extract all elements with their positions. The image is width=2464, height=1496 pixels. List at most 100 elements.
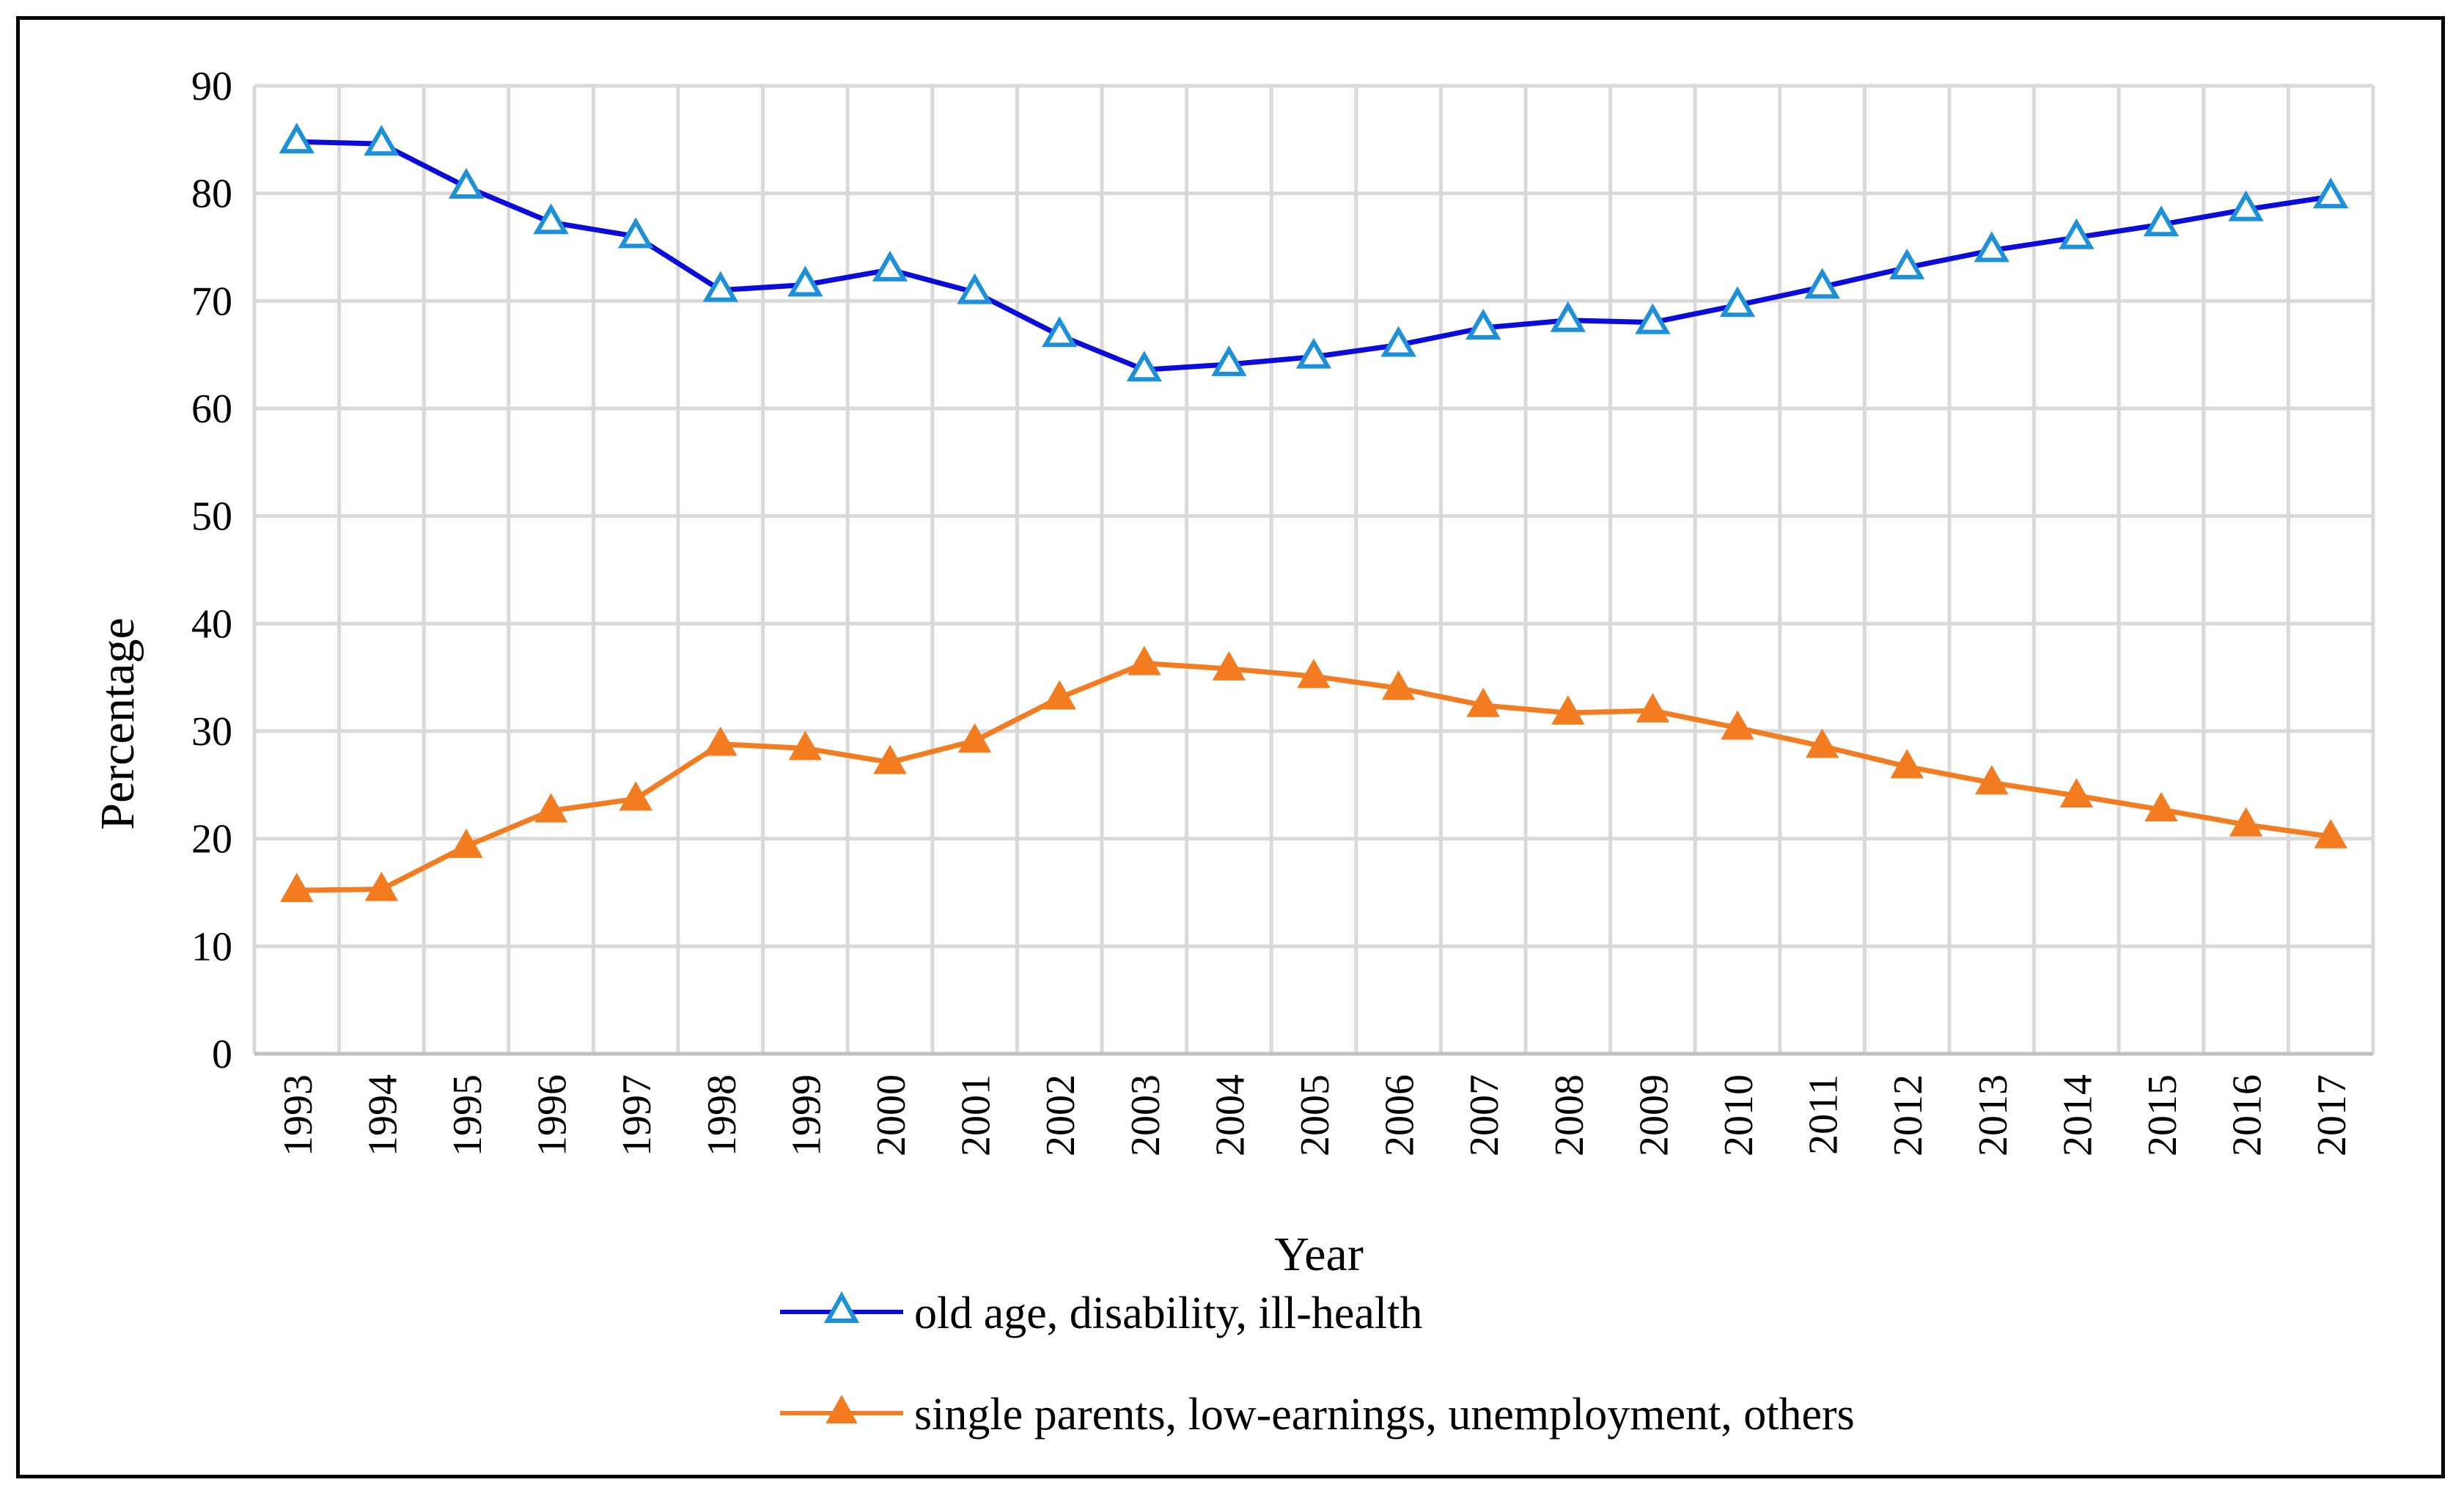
x-tick-label-2007: 2007: [1462, 1074, 1507, 1156]
series-0-point-2014: [2059, 218, 2095, 249]
legend: old age, disability, ill-health single p…: [780, 1288, 1855, 1440]
series-0-point-2001: [957, 273, 993, 304]
series-1-point-2003: [1128, 645, 1161, 675]
x-tick-label-2006: 2006: [1378, 1074, 1423, 1156]
x-tick-label-2016: 2016: [2225, 1074, 2270, 1156]
series-0-point-2002: [1042, 316, 1078, 348]
series-0-point-2008: [1550, 301, 1586, 332]
y-tick-label-80: 80: [191, 172, 232, 217]
x-tick-label-2003: 2003: [1123, 1074, 1169, 1156]
series-0-point-2005: [1295, 337, 1332, 369]
series-0-point-2017: [2313, 177, 2349, 209]
x-tick-label-1998: 1998: [699, 1074, 745, 1156]
x-tick-label-2004: 2004: [1207, 1074, 1253, 1156]
x-tick-label-2002: 2002: [1038, 1074, 1084, 1156]
label-layer: 0 10 20 30 40 50 60 70 80 90 1993 1994 1995 1996 1997 1…: [191, 64, 2355, 1156]
series-0-point-2006: [1380, 326, 1416, 357]
grid-layer: [252, 84, 2375, 1054]
y-tick-label-20: 20: [191, 817, 232, 862]
x-tick-label-1996: 1996: [530, 1074, 575, 1156]
series-1-point-1996: [534, 793, 568, 823]
y-tick-label-10: 10: [191, 924, 232, 969]
series-1-point-2004: [1212, 650, 1246, 681]
line-chart: 0 10 20 30 40 50 60 70 80 90 1993 1994 1995 1996 1997 1…: [91, 64, 2375, 1440]
legend-swatch-marker-single-parents: [825, 1394, 858, 1423]
legend-item-single-parents: single parents, low-earnings, unemployme…: [780, 1390, 1855, 1440]
y-axis-title: Percentage: [91, 617, 144, 830]
series-1-point-2013: [1975, 765, 2009, 795]
series-0-point-1995: [448, 167, 485, 199]
series-0-point-2007: [1465, 308, 1501, 340]
series-0-point-2000: [872, 250, 908, 282]
x-tick-label-2005: 2005: [1292, 1074, 1338, 1156]
series-0-point-2011: [1804, 268, 1840, 299]
series-0-point-2009: [1635, 303, 1671, 334]
series-0-point-2004: [1211, 345, 1247, 376]
series-1-point-2000: [873, 744, 907, 774]
x-axis-title: Year: [1274, 1228, 1364, 1281]
y-tick-label-40: 40: [191, 601, 232, 647]
x-tick-label-2015: 2015: [2140, 1074, 2185, 1156]
series-0-point-2015: [2143, 205, 2180, 237]
series-1-point-2006: [1381, 670, 1416, 700]
x-tick-label-2012: 2012: [1886, 1074, 1931, 1156]
series-1-point-2017: [2314, 818, 2347, 848]
legend-label-old-age: old age, disability, ill-health: [914, 1288, 1422, 1338]
y-tick-label-30: 30: [191, 709, 232, 755]
series-1-point-2008: [1551, 695, 1585, 725]
series-1-point-2015: [2144, 792, 2178, 822]
series-1-point-2009: [1636, 693, 1670, 723]
series-0-point-1996: [533, 203, 569, 235]
series-line-1: [294, 661, 2334, 893]
series-1-point-1997: [619, 781, 652, 811]
series-1-point-2012: [1890, 749, 1924, 779]
legend-label-single-parents: single parents, low-earnings, unemployme…: [914, 1390, 1855, 1440]
series-0-point-2013: [1974, 231, 2009, 263]
series-0-point-2010: [1719, 286, 1756, 318]
series-0-point-1993: [279, 122, 315, 154]
series-0-point-1999: [787, 265, 823, 297]
series-0-point-1994: [364, 125, 400, 156]
series-1-point-2010: [1721, 710, 1754, 740]
y-tick-label-70: 70: [191, 279, 232, 324]
series-1-point-2007: [1466, 687, 1500, 717]
y-tick-label-50: 50: [191, 494, 232, 540]
series-1-point-1994: [364, 871, 399, 901]
y-tick-label-0: 0: [212, 1032, 232, 1077]
x-tick-label-2011: 2011: [1801, 1074, 1847, 1155]
x-tick-label-2010: 2010: [1716, 1074, 1762, 1156]
x-tick-label-2017: 2017: [2309, 1074, 2355, 1156]
series-0-point-2012: [1889, 248, 1925, 279]
series-0-point-2016: [2228, 190, 2264, 221]
x-tick-label-1995: 1995: [445, 1074, 490, 1156]
series-layer: [279, 122, 2349, 903]
series-1-point-2001: [957, 723, 992, 753]
x-tick-label-1993: 1993: [276, 1074, 321, 1156]
series-1-point-2011: [1805, 728, 1839, 758]
x-tick-label-2013: 2013: [1971, 1074, 2016, 1156]
x-tick-label-1997: 1997: [614, 1074, 660, 1156]
series-1-point-1999: [788, 730, 823, 760]
series-1-point-1995: [449, 828, 483, 858]
series-1-point-2002: [1042, 680, 1076, 710]
x-tick-label-1999: 1999: [784, 1074, 829, 1156]
series-1-point-1993: [280, 873, 314, 903]
series-line-0: [294, 139, 2334, 373]
series-0-point-2003: [1126, 351, 1162, 382]
y-tick-label-90: 90: [191, 64, 232, 109]
y-tick-label-60: 60: [191, 386, 232, 432]
legend-item-old-age: old age, disability, ill-health: [780, 1288, 1422, 1338]
series-1-point-2014: [2059, 777, 2094, 807]
series-0-point-1997: [618, 217, 654, 249]
series-1-point-2016: [2229, 807, 2263, 837]
legend-swatch-marker-old-age: [823, 1291, 860, 1323]
series-0-point-1998: [702, 271, 738, 302]
series-1-point-2005: [1297, 659, 1331, 689]
x-tick-label-1994: 1994: [360, 1074, 405, 1156]
series-1-point-1998: [704, 726, 738, 756]
chart-frame: 0 10 20 30 40 50 60 70 80 90 1993 1994 1995 1996 1997 1…: [16, 16, 2445, 1478]
x-tick-label-2009: 2009: [1631, 1074, 1677, 1156]
x-tick-label-2001: 2001: [954, 1074, 999, 1156]
x-tick-label-2000: 2000: [869, 1074, 914, 1156]
x-tick-label-2008: 2008: [1547, 1074, 1592, 1156]
